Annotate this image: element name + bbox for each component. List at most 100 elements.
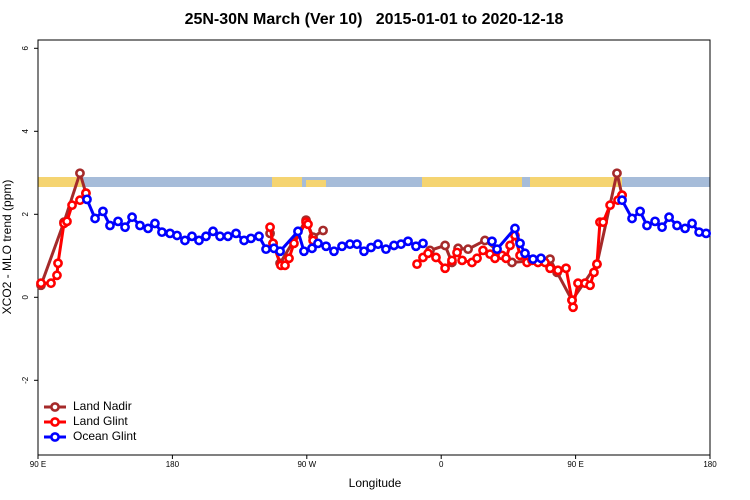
point	[215, 231, 225, 242]
x-tick-label: 90 E	[567, 460, 583, 469]
point	[289, 238, 299, 249]
point	[321, 241, 331, 252]
point	[635, 206, 646, 217]
point	[36, 278, 46, 289]
land-strip	[306, 180, 326, 187]
point	[687, 218, 697, 229]
point	[135, 220, 145, 231]
point	[617, 195, 627, 206]
point	[261, 244, 271, 255]
point	[463, 244, 473, 255]
point	[412, 259, 422, 269]
point	[150, 218, 160, 229]
point	[373, 239, 383, 250]
point	[403, 236, 413, 247]
point	[90, 213, 100, 224]
x-tick-label: 90 W	[297, 460, 316, 469]
point	[478, 245, 488, 256]
point	[231, 228, 241, 239]
point	[505, 240, 515, 251]
point	[120, 222, 130, 233]
point	[82, 194, 92, 205]
point	[275, 246, 285, 257]
chart-title: 25N-30N March (Ver 10) 2015-01-01 to 202…	[185, 11, 564, 28]
point	[201, 231, 211, 242]
point	[568, 302, 578, 313]
point	[299, 246, 309, 257]
legend-marker	[50, 417, 60, 427]
point	[52, 270, 62, 281]
point	[359, 246, 369, 257]
x-axis-label: Longitude	[349, 476, 402, 490]
land-mask-strip	[38, 177, 710, 187]
point	[431, 252, 441, 263]
point	[313, 238, 323, 249]
point	[545, 263, 555, 274]
point	[447, 255, 457, 266]
point	[352, 239, 362, 250]
point	[280, 260, 290, 271]
point	[127, 212, 137, 223]
legend-marker	[50, 402, 60, 412]
point	[520, 248, 530, 259]
x-tick-label: 180	[703, 460, 717, 469]
point	[284, 253, 294, 264]
point	[293, 226, 303, 237]
point	[642, 220, 652, 231]
point	[536, 253, 546, 264]
legend-marker	[50, 432, 60, 442]
point	[418, 238, 428, 249]
point	[657, 222, 667, 233]
point	[510, 223, 520, 234]
y-tick-label: -2	[21, 376, 30, 384]
point	[254, 231, 264, 242]
point	[62, 216, 72, 227]
series	[36, 168, 627, 306]
point	[423, 248, 433, 259]
point	[337, 241, 347, 252]
point	[113, 216, 123, 227]
point	[680, 223, 690, 234]
point	[75, 168, 85, 179]
point	[585, 280, 595, 291]
point	[381, 244, 391, 255]
point	[452, 247, 462, 258]
legend-label: Land Nadir	[73, 399, 132, 413]
x-tick-label: 90 E	[30, 460, 46, 469]
point	[612, 168, 622, 179]
series-line	[39, 168, 624, 304]
point	[307, 243, 317, 254]
point	[627, 213, 637, 224]
y-axis-label: XCO2 - MLO trend (ppm)	[0, 180, 14, 315]
point	[472, 253, 482, 264]
point	[589, 267, 599, 278]
point	[246, 233, 256, 244]
point	[440, 240, 450, 251]
point	[172, 230, 182, 241]
point	[650, 216, 660, 227]
point	[457, 255, 468, 266]
point	[487, 236, 497, 247]
land-strip	[422, 177, 522, 187]
plot-frame	[37, 39, 711, 456]
point	[318, 225, 328, 236]
point	[180, 235, 190, 246]
point	[143, 223, 153, 234]
point	[501, 253, 511, 264]
land-strip	[272, 177, 302, 187]
y-tick-label: 4	[21, 129, 30, 134]
point	[592, 259, 602, 269]
point	[664, 212, 674, 223]
point	[265, 222, 275, 233]
x-tick-label: 180	[166, 460, 180, 469]
point	[46, 278, 56, 289]
legend-label: Ocean Glint	[73, 429, 137, 443]
point	[98, 206, 108, 217]
point	[223, 231, 233, 242]
point	[157, 227, 167, 238]
land-strip	[530, 177, 622, 187]
y-tick-label: 6	[21, 46, 30, 51]
land-strip	[38, 177, 82, 187]
legend-label: Land Glint	[73, 414, 128, 428]
